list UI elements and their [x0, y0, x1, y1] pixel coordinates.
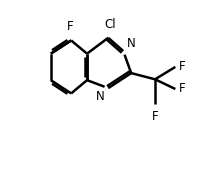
Text: F: F: [152, 110, 158, 123]
Text: F: F: [178, 60, 185, 73]
Text: F: F: [67, 20, 73, 33]
Text: F: F: [178, 82, 185, 96]
Text: N: N: [96, 90, 105, 103]
Text: Cl: Cl: [104, 18, 116, 31]
Text: N: N: [126, 37, 135, 50]
